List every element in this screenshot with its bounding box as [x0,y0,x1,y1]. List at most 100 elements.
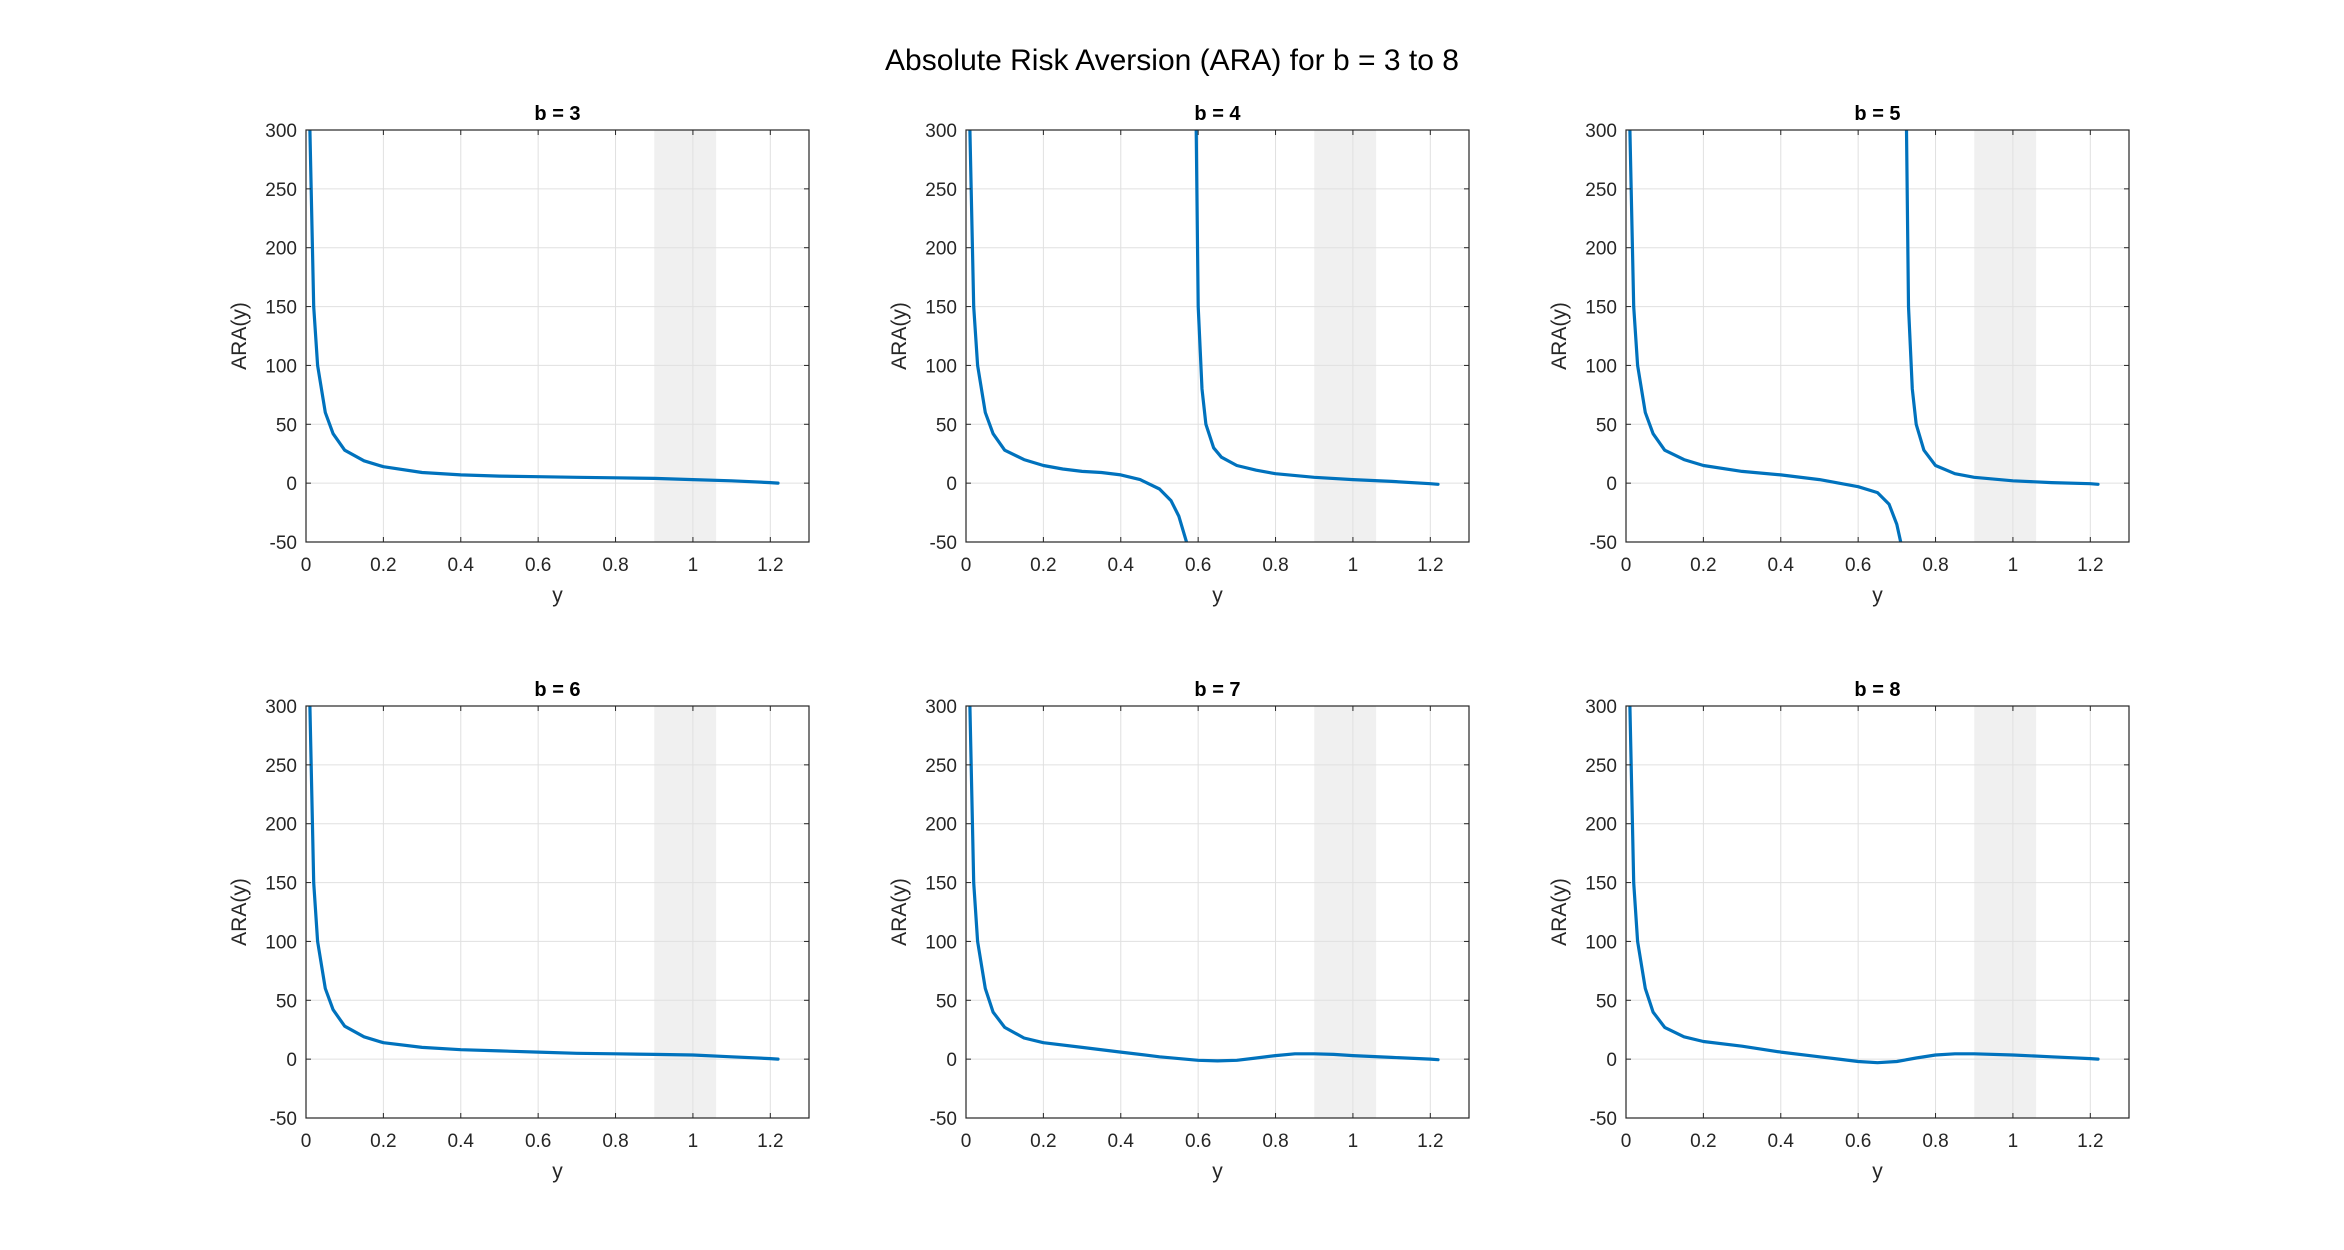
axes-box [965,705,1470,1119]
y-tick-label: 300 [1585,121,1617,142]
y-tick-label: -50 [270,1109,297,1130]
y-tick-label: 50 [936,991,957,1012]
subplot-title: b = 4 [1194,103,1241,125]
plot-area [966,130,1469,542]
x-tick-label: 0.2 [370,555,396,576]
x-tick-label: 1.2 [2077,1131,2103,1152]
x-axis-label: y [1212,584,1223,607]
series-line-1 [1628,706,2100,1065]
y-tick-label: 0 [946,474,957,495]
figure-title: Absolute Risk Aversion (ARA) for b = 3 t… [885,44,1459,77]
y-tick-label: 300 [265,697,297,718]
x-tick-label: 0.8 [1922,555,1948,576]
y-tick-label: 150 [265,874,297,895]
y-tick-label: 250 [265,756,297,777]
x-tick-label: 1 [1348,555,1359,576]
y-axis-label: ARA(y) [888,302,911,370]
y-tick-label: 150 [265,298,297,319]
y-tick-label: 0 [1606,1050,1617,1071]
y-tick-label: 300 [1585,697,1617,718]
shaded-region [654,130,717,542]
y-axis-label: ARA(y) [228,878,251,946]
x-tick-label: 1 [2008,1131,2019,1152]
x-tick-label: 1.2 [1417,1131,1443,1152]
axes-box [965,129,1470,543]
y-tick-label: 150 [925,874,957,895]
x-tick-label: 1 [2008,555,2019,576]
subplot-6: 0 0.2 0.4 0.6 0.8 1 1.2-50050100150200250300b … [1548,679,2130,1183]
y-tick-label: 200 [265,815,297,836]
y-tick-label: -50 [930,1109,957,1130]
y-tick-label: 0 [286,474,297,495]
y-tick-label: 50 [936,415,957,436]
x-tick-label: 0.6 [1185,555,1211,576]
y-tick-label: -50 [1590,533,1617,554]
x-tick-label: 0.2 [1690,1131,1716,1152]
x-tick-label: 0.2 [1690,555,1716,576]
y-tick-label: 150 [925,298,957,319]
x-tick-label: 0.6 [525,1131,551,1152]
series-line-2 [1194,130,1440,486]
y-tick-label: -50 [270,533,297,554]
subplot-title: b = 8 [1854,679,1900,701]
shaded-region [1314,130,1377,542]
x-axis-label: y [1212,1160,1223,1183]
subplot-1: 0 0.2 0.4 0.6 0.8 1 1.2-50050100150200250300b … [228,103,810,607]
shaded-region [1314,706,1377,1118]
y-tick-label: 100 [1585,932,1617,953]
x-tick-label: 0.6 [1845,1131,1871,1152]
x-tick-label: 0 [301,1131,312,1152]
subplot-title: b = 6 [534,679,580,701]
x-tick-label: 0.8 [1262,555,1288,576]
y-tick-label: 300 [925,697,957,718]
y-tick-label: 250 [1585,756,1617,777]
x-tick-label: 1 [688,555,699,576]
y-tick-label: 50 [1596,991,1617,1012]
y-tick-label: -50 [930,533,957,554]
x-tick-label: 0.8 [602,1131,628,1152]
plot-area [1626,130,2129,542]
y-tick-label: 250 [1585,180,1617,201]
x-tick-label: 0.6 [525,555,551,576]
y-axis-label: ARA(y) [1548,878,1571,946]
series-line-1 [308,706,780,1061]
x-axis-label: y [552,584,563,607]
x-axis-label: y [1872,584,1883,607]
series-line-1 [968,706,1440,1063]
x-tick-label: 0 [301,555,312,576]
y-tick-label: 50 [276,991,297,1012]
x-tick-label: 1 [688,1131,699,1152]
y-tick-label: 0 [946,1050,957,1071]
plot-area [966,706,1469,1118]
y-tick-label: 300 [925,121,957,142]
plot-area [306,130,809,542]
subplot-title: b = 3 [534,103,580,125]
x-axis-label: y [1872,1160,1883,1183]
y-tick-label: 200 [265,239,297,260]
x-tick-label: 0.8 [1922,1131,1948,1152]
x-tick-label: 1.2 [757,555,783,576]
shaded-region [654,706,717,1118]
x-tick-label: 0.2 [1030,555,1056,576]
shaded-region [1974,130,2037,542]
x-tick-label: 0.2 [1030,1131,1056,1152]
x-tick-label: 0.6 [1185,1131,1211,1152]
subplot-3: 0 0.2 0.4 0.6 0.8 1 1.2-50050100150200250300b … [1548,103,2130,607]
x-tick-label: 0.4 [448,555,475,576]
y-tick-label: 150 [1585,874,1617,895]
y-tick-label: 0 [1606,474,1617,495]
y-tick-label: 100 [265,932,297,953]
x-tick-label: 0 [961,1131,972,1152]
axes-box [1625,705,2130,1119]
y-tick-label: 100 [925,356,957,377]
subplot-5: 0 0.2 0.4 0.6 0.8 1 1.2-50050100150200250300b … [888,679,1470,1183]
y-tick-label: -50 [1590,1109,1617,1130]
shaded-region [1974,706,2037,1118]
y-tick-label: 200 [1585,239,1617,260]
x-tick-label: 0.4 [448,1131,475,1152]
subplot-2: 0 0.2 0.4 0.6 0.8 1 1.2-50050100150200250300b … [888,103,1470,607]
y-tick-label: 300 [265,121,297,142]
y-tick-label: 50 [276,415,297,436]
